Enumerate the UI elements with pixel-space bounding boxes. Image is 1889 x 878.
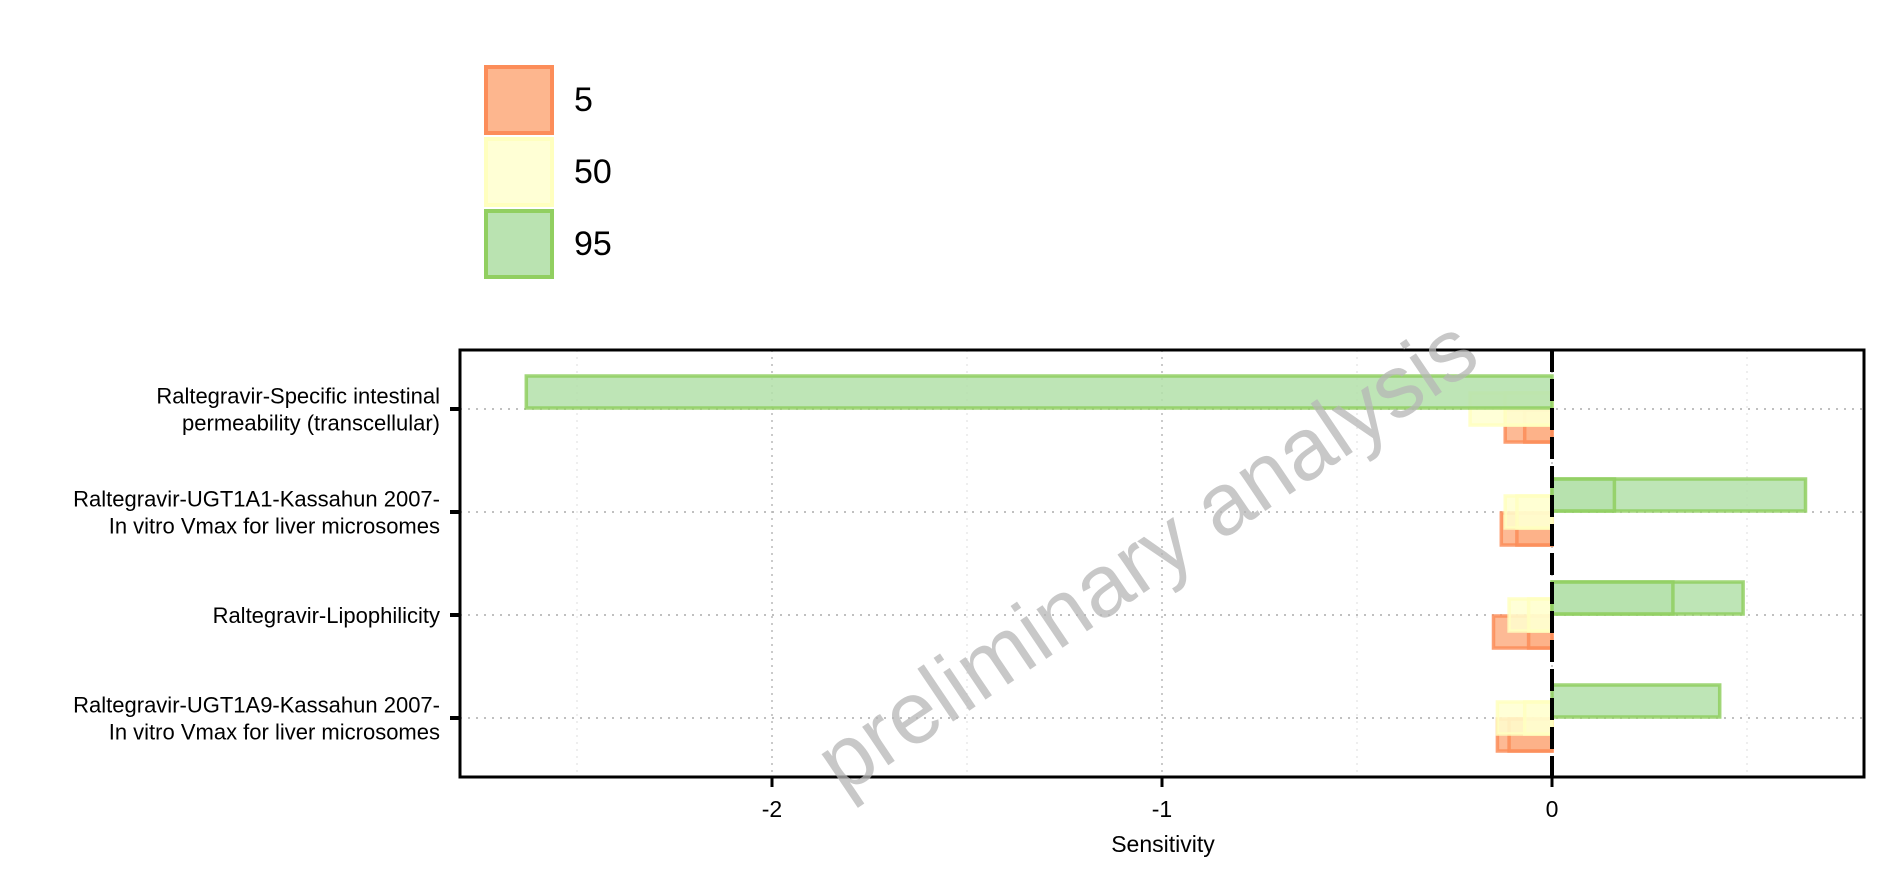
y-label-line: Raltegravir-UGT1A9-Kassahun 2007- [73, 693, 440, 718]
x-axis-title: Sensitivity [1111, 831, 1215, 857]
legend: 5 50 95 [484, 65, 612, 279]
y-label-0: Raltegravir-Specific intestinal permeabil… [156, 384, 440, 436]
y-label-1: Raltegravir-UGT1A1-Kassahun 2007-In vitr… [73, 487, 440, 539]
legend-label-95: 95 [574, 225, 612, 263]
bar-95-0 [524, 374, 1554, 410]
y-label-line: Raltegravir-UGT1A1-Kassahun 2007- [73, 487, 440, 512]
y-label-line: Raltegravir-Lipophilicity [213, 603, 440, 628]
bar-inner-50-1 [1515, 494, 1554, 530]
legend-swatch-50 [484, 137, 554, 207]
bar-inner-50-3 [1522, 700, 1554, 736]
y-axis-labels: Raltegravir-Specific intestinal permeabil… [73, 384, 460, 745]
bars [524, 374, 1808, 753]
bar-inner-50-2 [1526, 597, 1554, 633]
legend-label-5: 5 [574, 81, 593, 119]
y-label-line: In vitro Vmax for liver microsomes [109, 720, 440, 745]
x-tick-label: -1 [1152, 796, 1172, 822]
legend-label-50: 50 [574, 153, 612, 191]
bar-95-3 [1550, 683, 1722, 719]
y-label-2: Raltegravir-Lipophilicity [213, 603, 440, 628]
x-axis-ticks: -2 -1 0 [762, 777, 1559, 822]
y-label-3: Raltegravir-UGT1A9-Kassahun 2007-In vitr… [73, 693, 440, 745]
y-label-line: permeability (transcellular) [182, 411, 440, 436]
y-label-line: Raltegravir-Specific intestinal [156, 384, 440, 409]
legend-swatch-5 [484, 65, 554, 135]
y-label-line: In vitro Vmax for liver microsomes [109, 514, 440, 539]
x-tick-label: 0 [1546, 796, 1559, 822]
x-tick-label: -2 [762, 796, 782, 822]
bar-inner-95-1 [1550, 477, 1617, 513]
legend-swatch-95 [484, 209, 554, 279]
bar-inner-95-2 [1550, 580, 1675, 616]
